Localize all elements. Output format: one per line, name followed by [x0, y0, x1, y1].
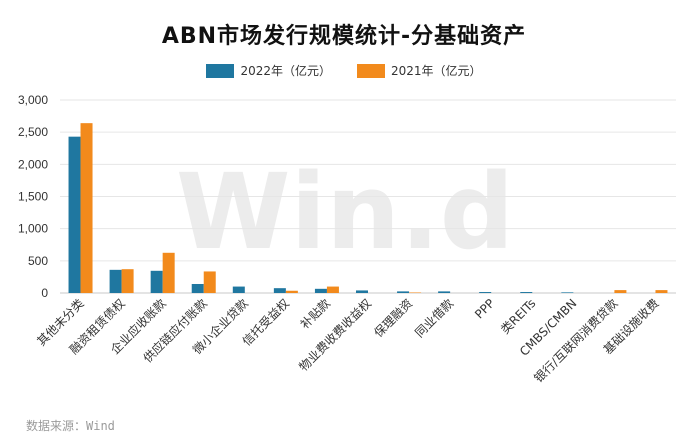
watermark-logo: Win.d — [176, 151, 514, 273]
bar-2021 — [655, 290, 668, 293]
bar-2022 — [232, 286, 245, 293]
bar-2021 — [285, 290, 298, 293]
x-tick-label: 补贴款 — [298, 296, 333, 331]
x-tick-label: 同业借款 — [412, 296, 456, 340]
y-tick-label: 0 — [41, 286, 48, 300]
y-tick-label: 3,000 — [18, 93, 48, 107]
legend-item-2021[interactable]: 2021年（亿元） — [357, 62, 482, 79]
bar-2021 — [409, 292, 422, 293]
bar-2021 — [614, 290, 627, 293]
bar-2022 — [479, 292, 492, 293]
y-tick-label: 2,500 — [18, 125, 48, 139]
bar-2021 — [80, 123, 93, 293]
bar-2021 — [326, 286, 339, 293]
chart-title: ABN市场发行规模统计-分基础资产 — [161, 24, 527, 49]
x-tick-label: PPP — [472, 296, 497, 321]
bar-2022 — [109, 269, 122, 293]
x-tick-label: 物业费收费收益权 — [296, 296, 374, 374]
source-note: 数据来源：Wind — [26, 419, 115, 433]
bar-2022 — [438, 291, 451, 293]
legend-item-2022[interactable]: 2022年（亿元） — [206, 62, 331, 79]
bar-2022 — [314, 288, 327, 293]
legend-swatch-2022 — [206, 63, 235, 78]
y-tick-label: 2,000 — [18, 157, 48, 171]
bar-2022 — [150, 270, 163, 293]
x-tick-label: 类REITs — [498, 296, 538, 336]
legend: 2022年（亿元） 2021年（亿元） — [0, 62, 688, 79]
legend-swatch-2021 — [357, 63, 385, 78]
legend-label-2022: 2022年（亿元） — [240, 64, 331, 78]
y-tick-label: 1,000 — [18, 222, 48, 236]
legend-label-2021: 2021年（亿元） — [391, 64, 482, 78]
bar-2022 — [561, 292, 574, 293]
bar-2022 — [191, 283, 204, 293]
y-tick-label: 1,500 — [18, 190, 48, 204]
bar-2022 — [273, 288, 286, 293]
bar-2021 — [203, 271, 216, 293]
bar-2022 — [397, 291, 410, 293]
y-tick-label: 500 — [28, 254, 48, 268]
bar-2021 — [162, 252, 175, 293]
bar-2021 — [121, 269, 134, 293]
bar-2022 — [356, 290, 368, 293]
x-tick-label: 保理融资 — [371, 296, 415, 340]
bar-2022 — [520, 292, 533, 293]
bar-2022 — [68, 136, 81, 293]
